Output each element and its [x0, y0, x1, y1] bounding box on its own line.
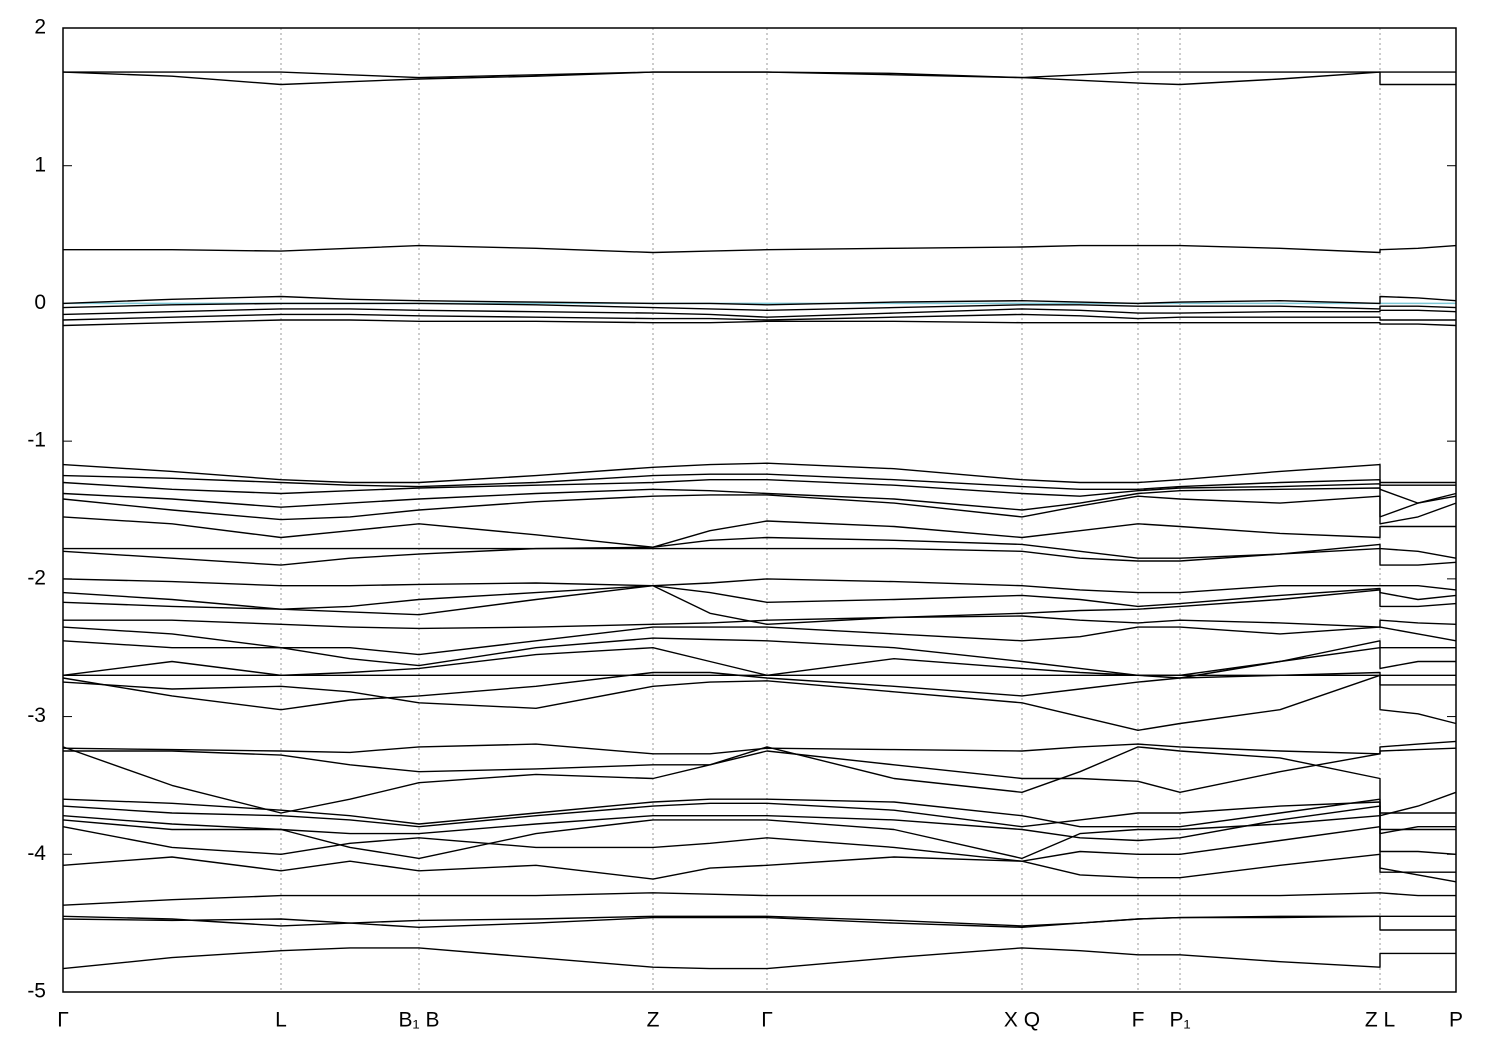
band-line [62, 892, 1456, 906]
band-line [62, 637, 1456, 676]
band-line [63, 244, 1457, 254]
band-line [62, 319, 1457, 327]
band-line [62, 915, 1456, 931]
x-tick-label: L [275, 1009, 287, 1032]
band-line [62, 947, 1456, 970]
band-line [62, 798, 1456, 828]
band-line [62, 647, 1456, 679]
x-tick-label: B₁ B [399, 1009, 440, 1032]
band-line [63, 747, 1457, 793]
x-tick-label: Z [647, 1009, 660, 1032]
x-tick-label: Γ [57, 1009, 69, 1032]
y-tick-label: -4 [27, 842, 46, 865]
band-line [62, 674, 1457, 731]
y-tick-label: -5 [27, 980, 46, 1003]
band-line [62, 805, 1456, 842]
x-tick-label: Γ [761, 1009, 773, 1032]
band-line [62, 801, 1456, 831]
band-line [62, 479, 1457, 504]
x-tick-label: X Q [1004, 1009, 1040, 1032]
band-line [62, 578, 1457, 594]
x-tick-label: P₁ [1169, 1009, 1190, 1032]
band-line [62, 308, 1457, 318]
band-line [62, 494, 1457, 525]
band-line [62, 71, 1456, 86]
band-line [62, 585, 1457, 610]
y-tick-label: -2 [27, 566, 46, 589]
y-tick-label: 2 [34, 16, 46, 39]
band-line [62, 473, 1456, 490]
band-line [63, 71, 1456, 79]
y-tick-label: 1 [34, 153, 46, 176]
band-line [62, 915, 1456, 928]
band-line [62, 626, 1457, 656]
band-line [62, 536, 1457, 566]
band-line [62, 516, 1456, 548]
x-tick-label: P [1449, 1009, 1463, 1032]
y-tick-label: -1 [27, 429, 46, 452]
band-line [62, 815, 1457, 860]
band-line [63, 543, 1457, 562]
band-line [62, 585, 1457, 625]
x-tick-label: Z L [1365, 1009, 1395, 1032]
band-line [62, 302, 1457, 311]
band-line [62, 671, 1456, 711]
band-line [62, 746, 1457, 817]
band-line [62, 313, 1456, 321]
band-line [62, 826, 1457, 883]
y-tick-label: 0 [34, 291, 46, 314]
band-line [62, 295, 1457, 306]
x-tick-label: F [1132, 1009, 1145, 1032]
band-line [62, 462, 1456, 484]
plot-frame [62, 27, 1457, 993]
band-line [62, 853, 1456, 880]
y-tick-label: -3 [27, 704, 46, 727]
band-line [62, 487, 1457, 518]
band-line [62, 740, 1457, 755]
